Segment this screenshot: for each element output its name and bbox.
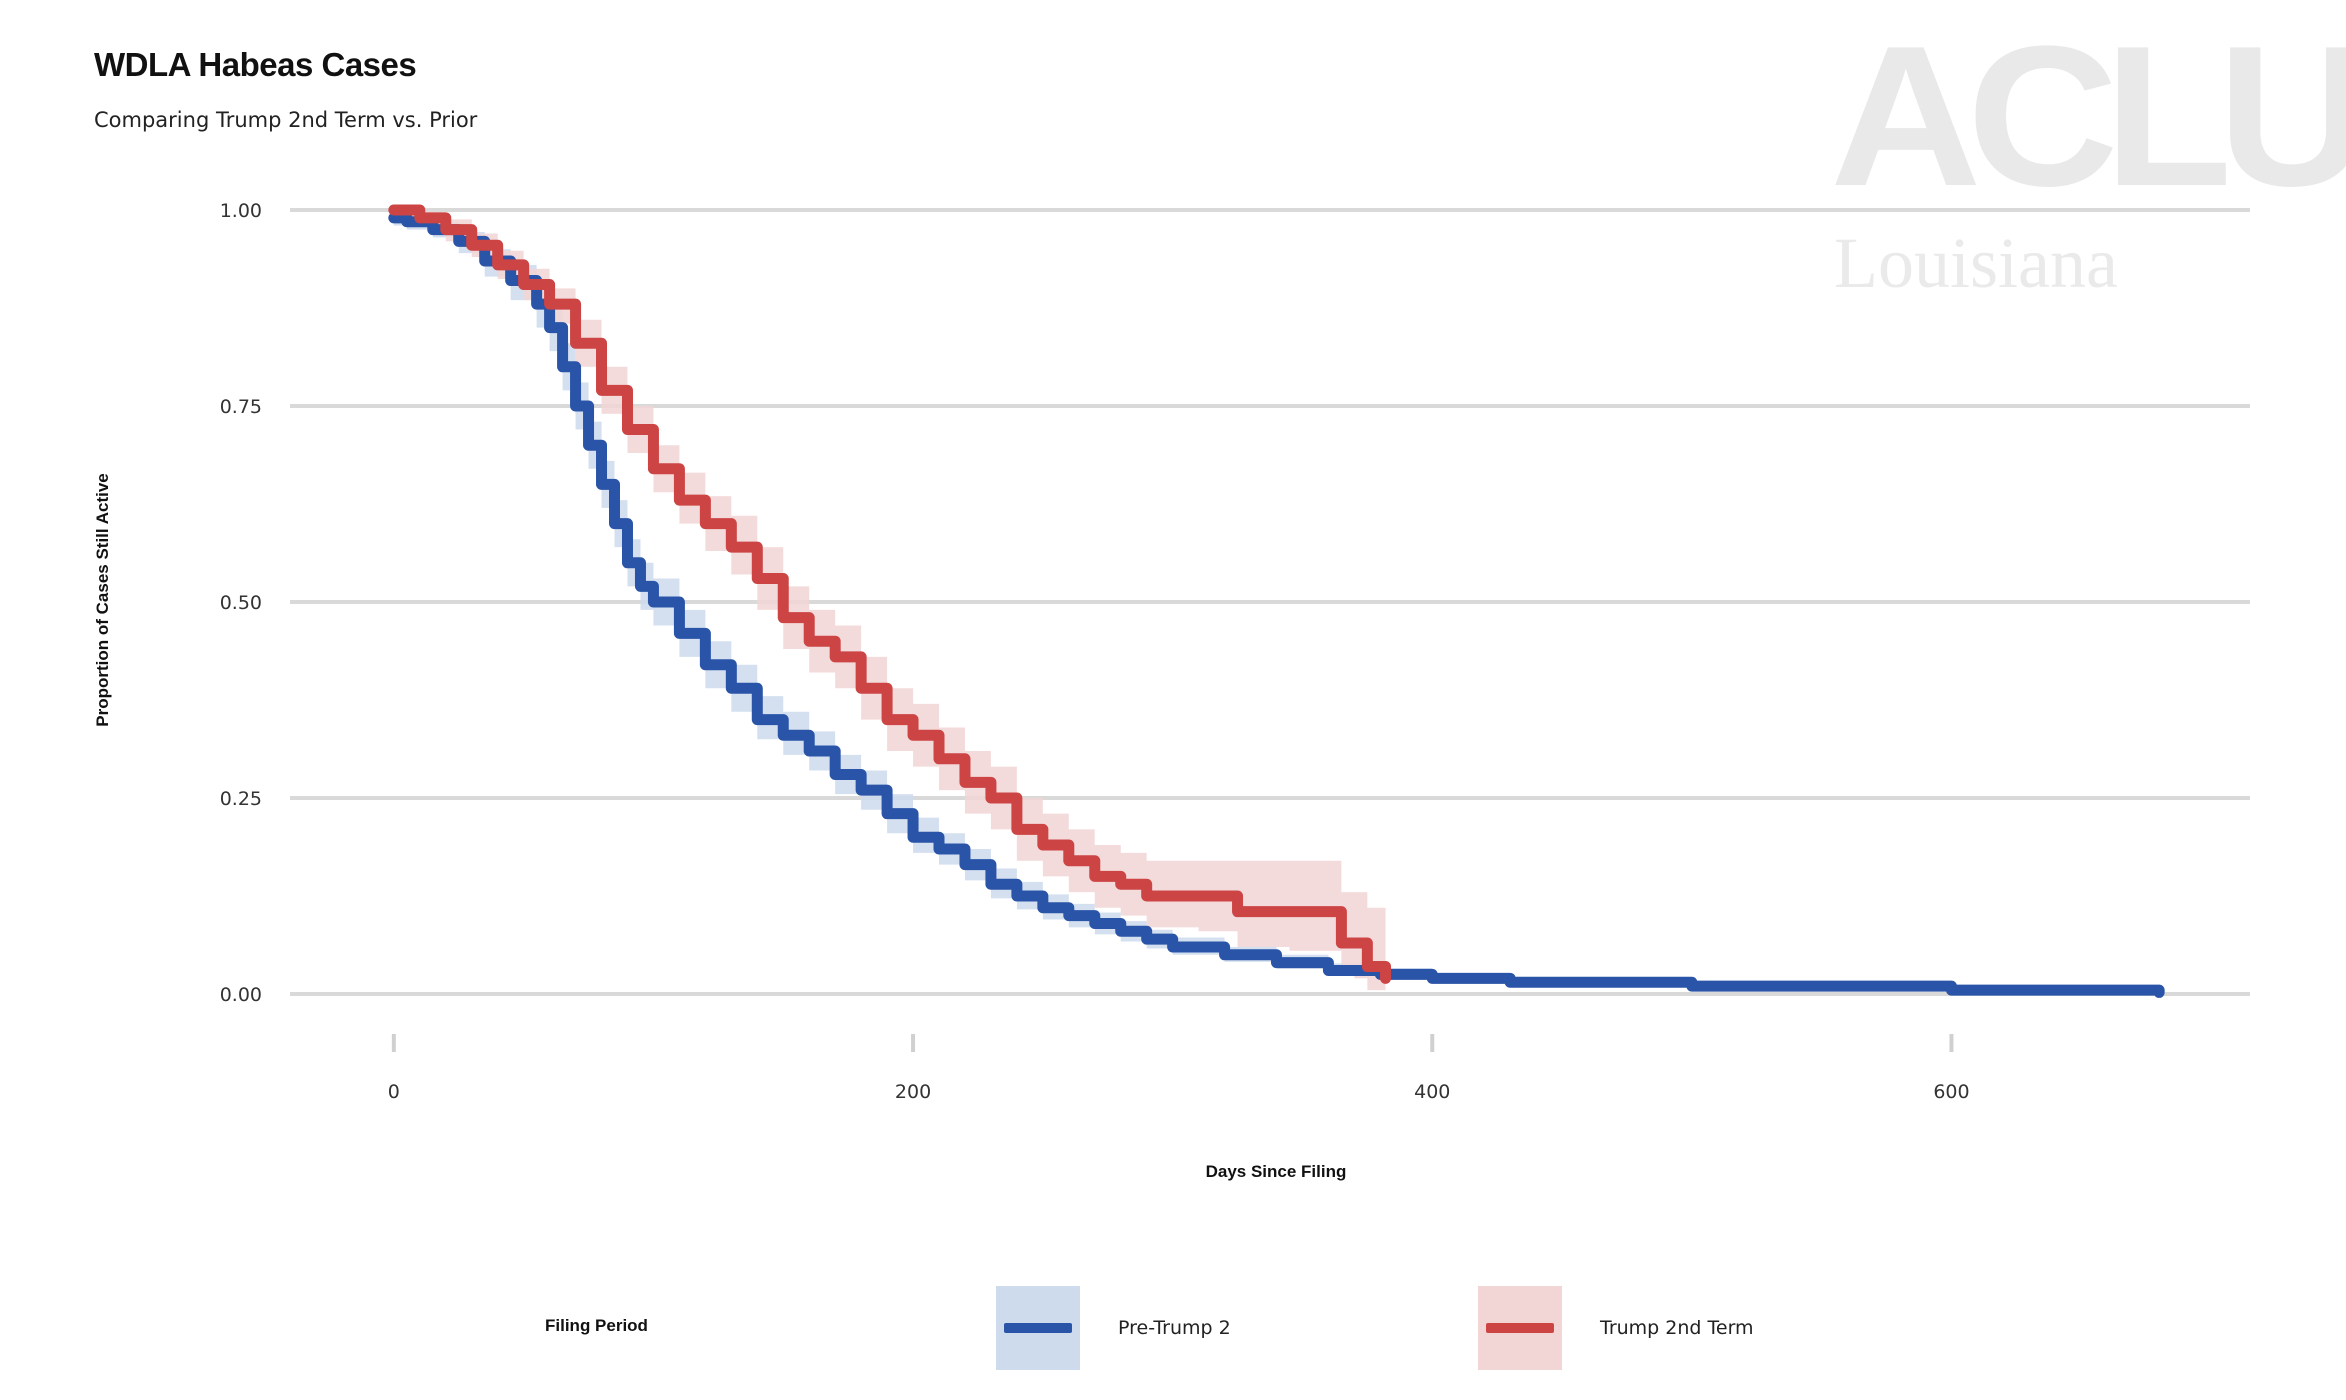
survival-lines bbox=[388, 204, 2165, 998]
legend-label-trump-2nd-term: Trump 2nd Term bbox=[1600, 1317, 1754, 1339]
y-tick-label: 0.00 bbox=[220, 984, 262, 1006]
chart-subtitle: Comparing Trump 2nd Term vs. Prior bbox=[94, 108, 478, 132]
chart-title: WDLA Habeas Cases bbox=[94, 46, 417, 83]
x-tick-label: 0 bbox=[388, 1081, 400, 1103]
legend-label-pre-trump-2: Pre-Trump 2 bbox=[1118, 1317, 1231, 1339]
aclu-logo-text: ACLU bbox=[1830, 5, 2346, 228]
legend-title: Filing Period bbox=[545, 1316, 648, 1335]
gridlines bbox=[290, 208, 2250, 996]
legend-key-trump-2nd-term bbox=[1478, 1286, 1562, 1370]
y-tick-label: 0.50 bbox=[220, 592, 262, 614]
confidence-bands bbox=[393, 210, 2160, 994]
y-tick-label: 0.25 bbox=[220, 788, 262, 810]
legend-key-pre-trump-2 bbox=[996, 1286, 1080, 1370]
x-tick-label: 400 bbox=[1414, 1081, 1450, 1103]
confidence-band-trump-2nd-term bbox=[393, 210, 1386, 994]
survival-line-pre-trump-2 bbox=[388, 212, 2165, 998]
survival-line-trump-2nd-term bbox=[388, 204, 1392, 984]
x-tick-label: 600 bbox=[1933, 1081, 1969, 1103]
x-tick-label: 200 bbox=[895, 1081, 931, 1103]
aclu-logo-subtext: Louisiana bbox=[1834, 223, 2118, 303]
legend-item-pre-trump-2: Pre-Trump 2 bbox=[996, 1286, 1231, 1370]
axes: 0.00 0.25 0.50 0.75 1.00 0 200 400 600 bbox=[220, 200, 1970, 1103]
y-axis-title: Proportion of Cases Still Active bbox=[93, 473, 112, 726]
y-tick-label: 0.75 bbox=[220, 396, 262, 418]
aclu-louisiana-watermark: ACLU Louisiana bbox=[1830, 17, 2346, 300]
y-tick-label: 1.00 bbox=[220, 200, 262, 222]
x-axis-title: Days Since Filing bbox=[1206, 1162, 1347, 1181]
legend-item-trump-2nd-term: Trump 2nd Term bbox=[1478, 1286, 1754, 1370]
